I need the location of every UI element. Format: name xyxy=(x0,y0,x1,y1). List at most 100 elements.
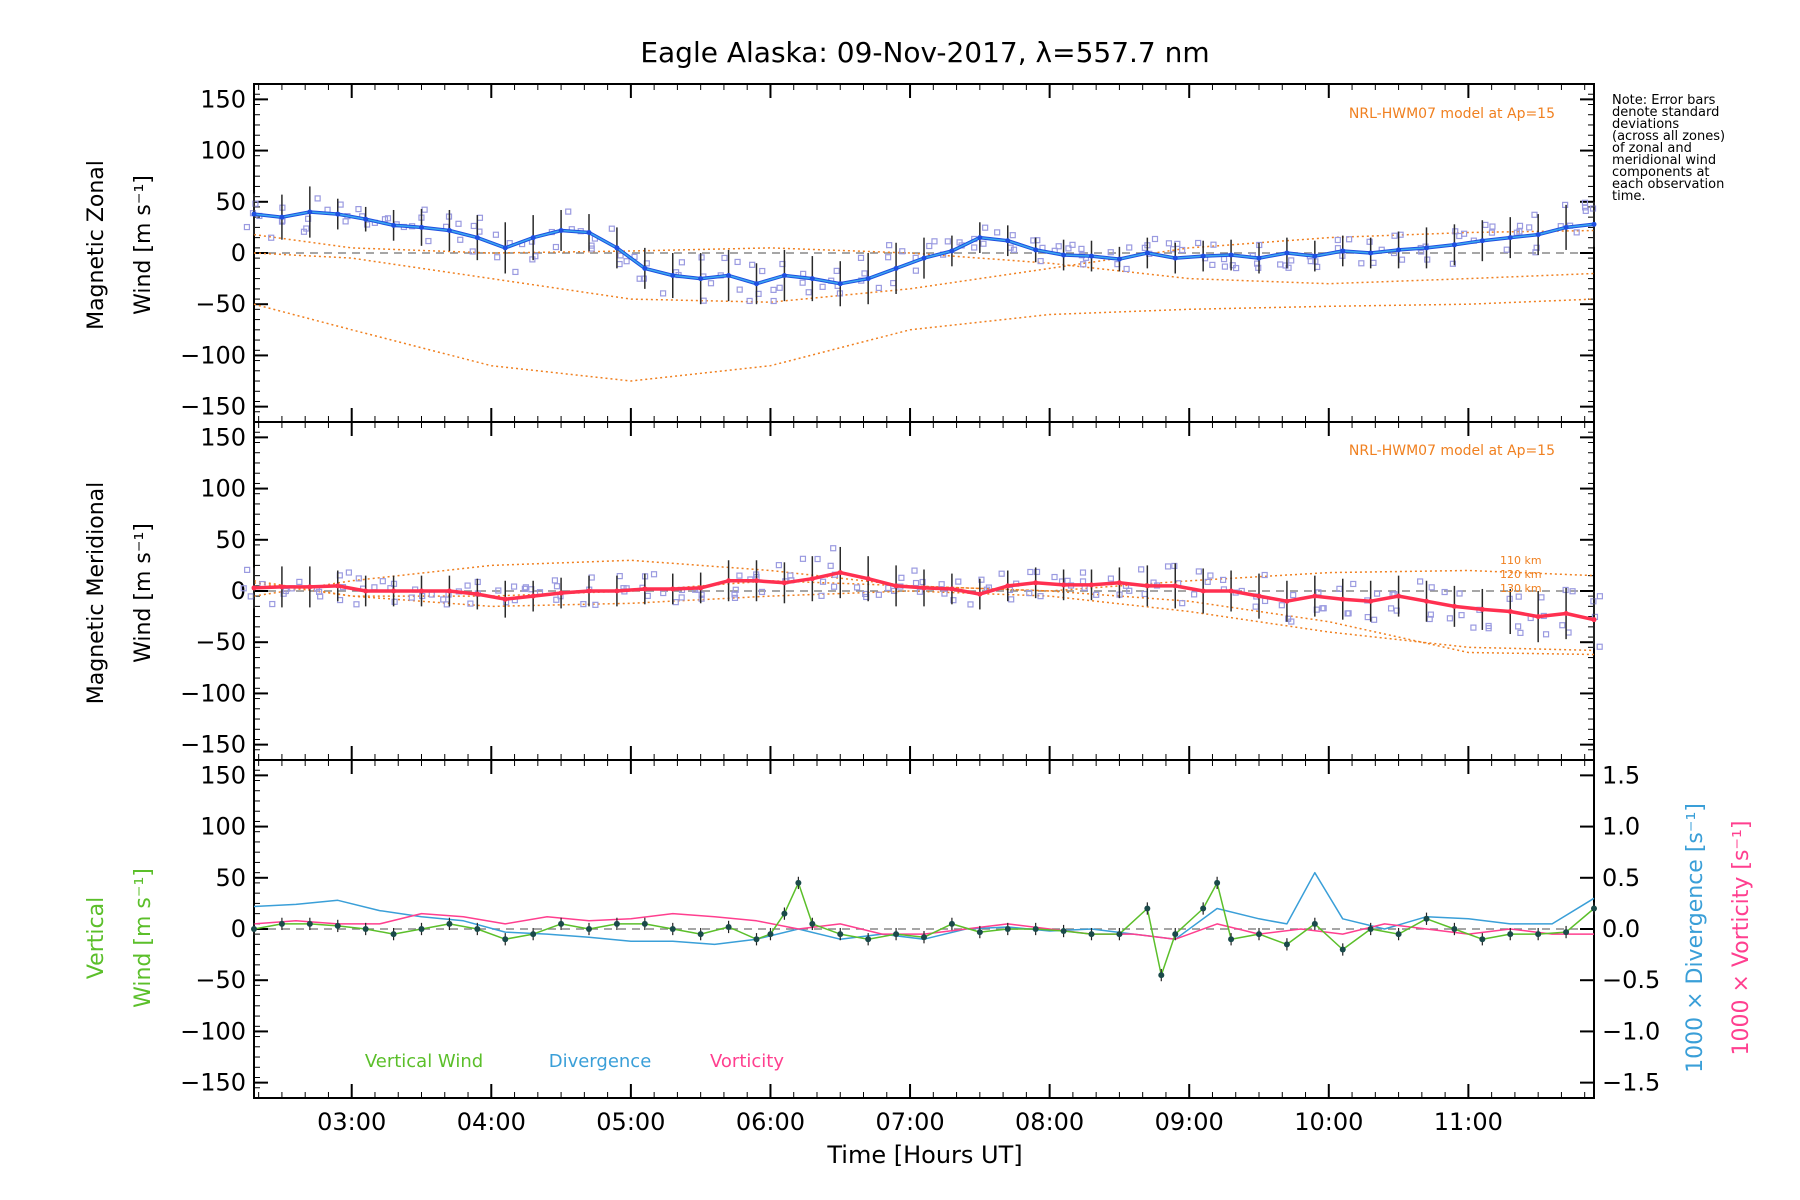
vertical-wind-point xyxy=(1088,931,1095,938)
note-line: (across all zones) xyxy=(1612,129,1726,144)
x-axis-label: Time [Hours UT] xyxy=(826,1141,1022,1169)
zonal-point xyxy=(279,214,285,220)
zonal-ylabel-2: Wind [m s⁻¹] xyxy=(131,175,156,315)
zone-point xyxy=(588,574,595,581)
vertical-wind-point xyxy=(502,936,509,943)
zonal-point xyxy=(865,276,871,282)
meridional-point xyxy=(335,583,341,589)
zone-point xyxy=(476,214,484,221)
zone-point xyxy=(243,223,251,231)
meridional-point xyxy=(949,586,955,592)
zone-point xyxy=(1220,576,1227,584)
meridional-point xyxy=(1451,603,1457,609)
zone-point xyxy=(510,583,518,590)
note-line: denote standard xyxy=(1612,105,1720,120)
x-tick-label: 08:00 xyxy=(1015,1108,1084,1136)
zone-point xyxy=(1138,566,1145,573)
zone-point xyxy=(1452,228,1459,235)
legend-vorticity: Vorticity xyxy=(710,1051,784,1072)
zone-point xyxy=(592,601,599,608)
zonal-ylabel-1: Magnetic Zonal xyxy=(84,160,109,330)
zone-point xyxy=(830,583,838,590)
zonal-point xyxy=(530,235,536,241)
vertical-wind-point xyxy=(767,931,774,938)
vertical-wind-point xyxy=(641,920,648,927)
zone-point xyxy=(830,545,837,552)
zone-point xyxy=(938,581,945,588)
model-line-110km xyxy=(253,229,1595,303)
meridional-point xyxy=(474,591,480,597)
vertical-wind-point xyxy=(809,920,816,927)
zone-point xyxy=(1334,236,1341,244)
x-tick-label: 04:00 xyxy=(457,1108,526,1136)
meridional-point xyxy=(809,576,815,582)
zonal-point xyxy=(1228,252,1234,258)
zone-point xyxy=(1516,222,1524,229)
vertical-wind-point xyxy=(1032,926,1039,932)
y-tick-label: 50 xyxy=(215,188,246,216)
y-tick-label: 100 xyxy=(200,475,246,503)
y-tick-label: 150 xyxy=(200,85,246,113)
model-level-130: 130 km xyxy=(1500,582,1542,595)
zone-point xyxy=(580,601,587,608)
zone-point xyxy=(1204,578,1211,585)
zone-point xyxy=(552,243,560,251)
meridional-point xyxy=(1089,582,1094,588)
zone-point xyxy=(1456,590,1463,597)
meridional-point xyxy=(865,576,871,582)
zone-point xyxy=(1009,232,1016,239)
vertical-wind-point xyxy=(725,923,732,930)
zone-point xyxy=(363,221,371,228)
zone-point xyxy=(1470,624,1477,631)
zone-point xyxy=(875,591,882,598)
meridional-point xyxy=(893,583,899,589)
divergence-line xyxy=(253,871,1595,946)
zone-point xyxy=(492,231,500,238)
zone-point xyxy=(998,570,1005,577)
zone-point xyxy=(1171,562,1178,570)
zone-point xyxy=(495,587,502,594)
zone-point xyxy=(296,578,303,586)
zone-point xyxy=(1051,573,1058,581)
zonal-point xyxy=(726,273,732,279)
zone-point xyxy=(885,584,892,592)
zone-point xyxy=(551,577,559,584)
vertical-wind-point xyxy=(1591,905,1597,912)
y-tick-label: 100 xyxy=(200,813,246,841)
meridional-ylabel-1: Magnetic Meridional xyxy=(84,482,109,704)
zonal-point xyxy=(1256,255,1262,261)
zone-point xyxy=(1441,588,1448,596)
zone-point xyxy=(1350,580,1357,588)
right-y-tick-label: −1.5 xyxy=(1602,1069,1660,1097)
zonal-point xyxy=(446,227,452,233)
zone-point xyxy=(1179,600,1186,607)
zone-point xyxy=(1542,631,1550,638)
zone-point xyxy=(608,225,615,232)
meridional-point xyxy=(1535,614,1541,620)
zonal-point xyxy=(670,273,676,279)
zonal-point xyxy=(893,265,899,271)
zone-point xyxy=(494,254,501,261)
meridional-point xyxy=(391,588,397,594)
meridional-point xyxy=(837,570,843,576)
y-tick-label: 100 xyxy=(200,137,246,165)
y-tick-label: −150 xyxy=(180,731,246,759)
zone-point xyxy=(827,562,834,569)
zone-point xyxy=(787,572,794,579)
zonal-point xyxy=(949,248,955,254)
zone-point xyxy=(408,594,415,601)
zonal-point xyxy=(1312,253,1318,259)
zone-point xyxy=(1282,262,1289,269)
zone-point xyxy=(247,593,254,600)
zone-point xyxy=(1417,578,1424,585)
zone-point xyxy=(280,590,287,597)
chart-title: Eagle Alaska: 09-Nov-2017, λ=557.7 nm xyxy=(640,36,1209,69)
zonal-point xyxy=(1535,232,1541,238)
zone-point xyxy=(252,200,259,207)
zone-point xyxy=(1221,263,1229,270)
zonal-point xyxy=(1563,224,1569,230)
zone-point xyxy=(1346,236,1353,243)
vertical-wind-point xyxy=(1563,929,1570,936)
zone-point xyxy=(1538,594,1545,601)
